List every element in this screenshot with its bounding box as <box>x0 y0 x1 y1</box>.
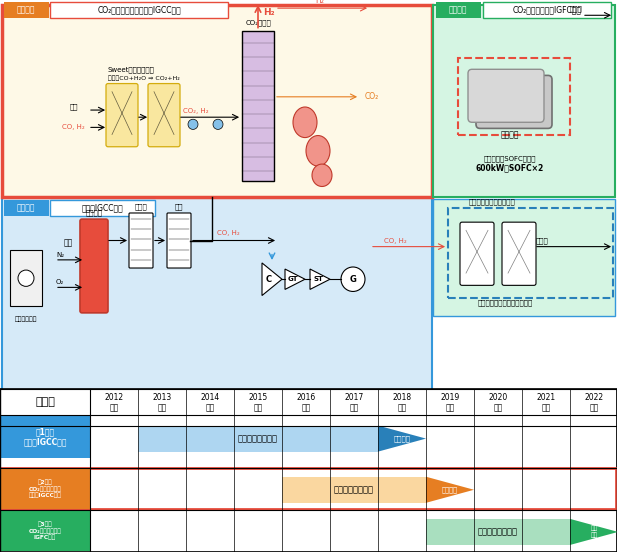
Polygon shape <box>426 477 474 503</box>
Text: 第１段階: 第１段階 <box>17 203 35 213</box>
Text: 2015
年度: 2015 年度 <box>249 393 268 412</box>
Text: 石炭: 石炭 <box>64 238 73 247</box>
Text: 排ガス: 排ガス <box>536 237 549 243</box>
Text: H₂: H₂ <box>315 0 325 5</box>
Text: 排ガス: 排ガス <box>570 6 582 12</box>
Text: CO₂分離・回収型酸素吹IGCC実証: CO₂分離・回収型酸素吹IGCC実証 <box>97 6 181 15</box>
Text: 実証
試験: 実証 試験 <box>590 526 597 538</box>
Text: 600kW級SOFC×2: 600kW級SOFC×2 <box>476 163 544 172</box>
Text: 空気分離設備: 空気分離設備 <box>15 316 37 321</box>
Ellipse shape <box>293 107 317 137</box>
Text: 2018
年度: 2018 年度 <box>392 393 412 412</box>
FancyBboxPatch shape <box>433 5 615 197</box>
Text: GT: GT <box>288 276 298 282</box>
Text: 2020
年度: 2020 年度 <box>489 393 508 412</box>
Text: CO₂: CO₂ <box>365 92 379 102</box>
Text: CO, H₂: CO, H₂ <box>217 230 239 236</box>
Text: 設計・製作・据付: 設計・製作・据付 <box>238 434 278 443</box>
Text: 2013
年度: 2013 年度 <box>152 393 172 412</box>
Text: 第3段階
CO₂分離・回収型
IGFC実証: 第3段階 CO₂分離・回収型 IGFC実証 <box>28 522 61 540</box>
Text: 酸素吹IGCC実証: 酸素吹IGCC実証 <box>81 203 123 213</box>
FancyBboxPatch shape <box>106 83 138 147</box>
FancyBboxPatch shape <box>468 70 544 123</box>
FancyBboxPatch shape <box>460 222 494 285</box>
Text: CO₂, H₂: CO₂, H₂ <box>183 108 209 114</box>
Text: 設計・製作・据付: 設計・製作・据付 <box>334 485 374 494</box>
Text: CO₂吸収塔: CO₂吸収塔 <box>245 20 271 26</box>
Circle shape <box>18 270 34 286</box>
Circle shape <box>213 119 223 129</box>
Circle shape <box>188 119 198 129</box>
Text: ガス化炉: ガス化炉 <box>86 209 102 216</box>
Polygon shape <box>262 263 282 295</box>
FancyBboxPatch shape <box>426 519 570 545</box>
Text: 第３段階: 第３段階 <box>449 6 467 15</box>
Circle shape <box>341 267 365 291</box>
Text: 2022
年度: 2022 年度 <box>584 393 603 412</box>
Polygon shape <box>285 269 305 289</box>
FancyBboxPatch shape <box>129 213 153 268</box>
FancyBboxPatch shape <box>282 477 426 503</box>
Text: 燃料電池: 燃料電池 <box>501 130 520 140</box>
Polygon shape <box>378 426 426 452</box>
Text: 2016
年度: 2016 年度 <box>296 393 316 412</box>
FancyBboxPatch shape <box>138 426 378 452</box>
FancyBboxPatch shape <box>2 5 432 197</box>
FancyBboxPatch shape <box>0 389 617 552</box>
Text: 反応：CO+H₂O ⇒ CO₂+H₂: 反応：CO+H₂O ⇒ CO₂+H₂ <box>108 75 180 81</box>
Text: 脱硫: 脱硫 <box>175 203 183 210</box>
Text: 第２段階: 第２段階 <box>17 6 35 15</box>
FancyBboxPatch shape <box>0 468 90 509</box>
FancyBboxPatch shape <box>167 213 191 268</box>
Text: 2017
年度: 2017 年度 <box>344 393 363 412</box>
FancyBboxPatch shape <box>502 222 536 285</box>
Ellipse shape <box>306 136 330 166</box>
Text: ガスクリーンナップ試験: ガスクリーンナップ試験 <box>469 199 515 205</box>
Text: N₂: N₂ <box>56 252 64 258</box>
Text: 2014
年度: 2014 年度 <box>201 393 220 412</box>
Text: H₂: H₂ <box>263 8 275 17</box>
FancyBboxPatch shape <box>50 200 155 216</box>
FancyBboxPatch shape <box>148 83 180 147</box>
Ellipse shape <box>312 164 332 187</box>
Text: 設計・製作・据付: 設計・製作・据付 <box>478 527 518 537</box>
Text: 2012
年度: 2012 年度 <box>104 393 123 412</box>
FancyBboxPatch shape <box>2 197 432 395</box>
FancyBboxPatch shape <box>1 468 616 509</box>
Text: Sweetシフト反応器: Sweetシフト反応器 <box>108 67 155 73</box>
Text: CO₂分離・回収型IGFC実証: CO₂分離・回収型IGFC実証 <box>513 6 581 15</box>
Text: 実証試験: 実証試験 <box>442 486 458 493</box>
Polygon shape <box>570 519 617 545</box>
Text: C: C <box>266 275 272 284</box>
FancyBboxPatch shape <box>4 200 49 216</box>
Text: 第2段階
CO₂分離・回収型
酸素吹IGCC実証: 第2段階 CO₂分離・回収型 酸素吹IGCC実証 <box>28 480 62 498</box>
Text: 2019
年度: 2019 年度 <box>441 393 460 412</box>
FancyBboxPatch shape <box>242 30 274 182</box>
Text: 実証試験: 実証試験 <box>394 436 410 442</box>
Text: 年　度: 年 度 <box>35 397 55 407</box>
FancyBboxPatch shape <box>433 199 615 316</box>
Text: ST: ST <box>313 276 323 282</box>
Text: 燃料電池（SOFC）設備: 燃料電池（SOFC）設備 <box>484 155 536 162</box>
FancyBboxPatch shape <box>0 415 90 458</box>
FancyBboxPatch shape <box>80 219 108 313</box>
Text: CO, H₂: CO, H₂ <box>62 124 85 130</box>
FancyBboxPatch shape <box>4 2 49 18</box>
FancyBboxPatch shape <box>50 2 228 18</box>
Text: CO, H₂: CO, H₂ <box>384 237 407 243</box>
FancyBboxPatch shape <box>483 2 611 18</box>
FancyBboxPatch shape <box>10 250 42 306</box>
FancyBboxPatch shape <box>436 2 481 18</box>
FancyBboxPatch shape <box>0 510 90 551</box>
Text: 蒸気: 蒸気 <box>70 104 78 110</box>
Text: 水洗塔: 水洗塔 <box>135 203 147 210</box>
Text: 第1段階
酸素吹IGCC実証: 第1段階 酸素吹IGCC実証 <box>23 427 67 446</box>
Text: G: G <box>350 275 357 284</box>
Text: O₂: O₂ <box>56 279 64 285</box>
Text: ガスクリーンナップ試験設備: ガスクリーンナップ試験設備 <box>478 300 532 306</box>
FancyBboxPatch shape <box>476 76 552 129</box>
Polygon shape <box>310 269 330 289</box>
Text: 2021
年度: 2021 年度 <box>536 393 555 412</box>
